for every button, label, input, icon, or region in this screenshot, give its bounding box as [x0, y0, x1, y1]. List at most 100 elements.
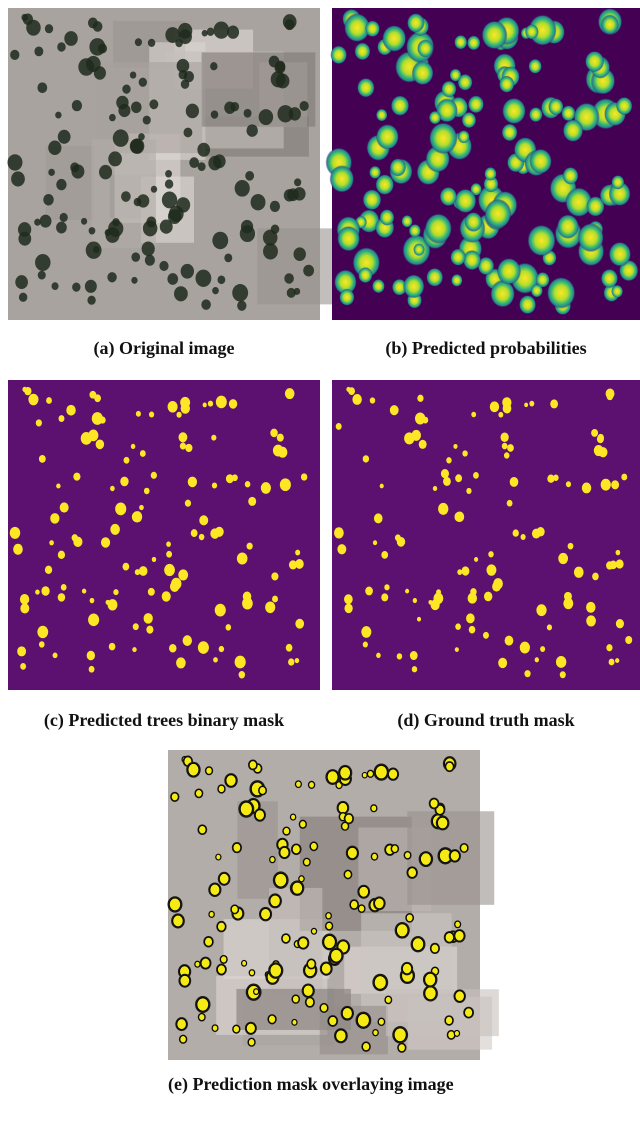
tree-mask	[601, 479, 611, 491]
tree-mask	[348, 387, 355, 395]
tree-mask	[370, 397, 375, 403]
tree-mask	[203, 402, 207, 407]
tree-mask	[212, 483, 217, 489]
tree-mask	[374, 513, 383, 523]
tree-mask	[278, 447, 288, 458]
tree-mask	[553, 475, 559, 481]
tree-mask	[132, 647, 136, 652]
tree-mask	[501, 433, 509, 442]
tree-overlay	[327, 771, 338, 783]
tree-mask	[417, 395, 423, 402]
tree-probability	[376, 124, 399, 150]
tree-mask	[41, 586, 49, 595]
tree	[284, 189, 295, 201]
tree-mask	[131, 444, 136, 449]
tree	[159, 261, 168, 271]
tree-probability	[337, 226, 360, 251]
tree-mask	[270, 429, 277, 438]
tree-probability	[450, 69, 462, 82]
tree	[56, 222, 67, 234]
tree-mask	[466, 488, 471, 494]
tree	[174, 286, 188, 301]
tree-mask	[493, 578, 503, 589]
tree-overlay	[199, 826, 206, 834]
tree-probability	[357, 78, 375, 98]
tree-overlay	[254, 989, 259, 994]
tree-mask	[498, 658, 507, 668]
tree-overlay	[465, 1008, 473, 1017]
page: (a) Original image (b) Predicted probabi…	[0, 0, 640, 1128]
tree-mask	[211, 435, 216, 441]
tree-mask	[513, 529, 519, 536]
tree	[45, 24, 53, 33]
tree	[64, 31, 77, 46]
tree-mask	[609, 659, 615, 666]
tree-mask	[261, 482, 271, 494]
tree	[57, 42, 65, 51]
tree-probability	[380, 209, 395, 226]
tree-mask	[120, 477, 128, 487]
tree-overlay	[292, 882, 303, 894]
tree-overlay	[296, 781, 301, 787]
tree	[34, 219, 40, 226]
tree-mask	[419, 440, 427, 449]
tree-probability	[407, 13, 425, 33]
tree	[189, 157, 199, 168]
tree-overlay	[177, 1019, 186, 1030]
tree	[165, 170, 172, 178]
tree	[131, 101, 142, 113]
tree-mask	[144, 613, 153, 624]
tree-probability	[529, 149, 552, 174]
tree	[165, 27, 179, 43]
tree-probability	[450, 248, 466, 265]
tree-overlay	[206, 767, 212, 774]
tree-mask	[243, 592, 252, 602]
tree	[263, 230, 278, 246]
tree-mask	[110, 524, 120, 535]
tree-mask	[110, 486, 115, 491]
tree-mask	[166, 551, 172, 558]
tree-mask	[73, 473, 80, 481]
tree-mask	[123, 563, 130, 571]
caption: (c) Predicted trees binary mask	[8, 710, 320, 731]
tree-overlay	[261, 909, 271, 920]
tree-mask	[484, 592, 492, 602]
tree-mask	[53, 652, 58, 658]
tree	[121, 191, 131, 202]
tree-mask	[235, 656, 246, 669]
tree-mask	[560, 671, 566, 678]
tree-overlay	[385, 996, 391, 1003]
tree-probability	[413, 243, 424, 256]
tree-mask	[265, 601, 275, 613]
tree-probability	[499, 76, 514, 93]
tree	[232, 284, 248, 302]
tree	[72, 100, 82, 111]
tree-overlay	[446, 1016, 453, 1024]
tree	[137, 194, 149, 207]
tree-mask	[36, 419, 42, 426]
tree-probability	[497, 258, 521, 285]
tree-mask	[381, 593, 388, 601]
tree	[98, 44, 107, 54]
tree-overlay	[336, 1030, 346, 1042]
tree-overlay	[405, 852, 411, 859]
tree-mask	[198, 641, 209, 654]
tree	[131, 252, 140, 262]
tree-mask	[412, 666, 417, 672]
tree-mask	[301, 473, 307, 480]
tree	[38, 271, 46, 280]
tree-mask	[50, 513, 59, 524]
tree-mask	[582, 483, 591, 494]
tree-mask	[498, 412, 503, 418]
tree-mask	[488, 551, 493, 557]
tree-mask	[606, 561, 613, 569]
tree-mask	[473, 472, 479, 479]
tree-probability	[485, 199, 512, 229]
tree	[37, 82, 47, 93]
tree-mask	[365, 587, 373, 596]
tree-mask	[191, 529, 198, 537]
tree-mask	[219, 646, 224, 652]
tree	[143, 116, 151, 125]
tree-overlay	[392, 845, 398, 852]
tree-probability	[609, 242, 631, 267]
